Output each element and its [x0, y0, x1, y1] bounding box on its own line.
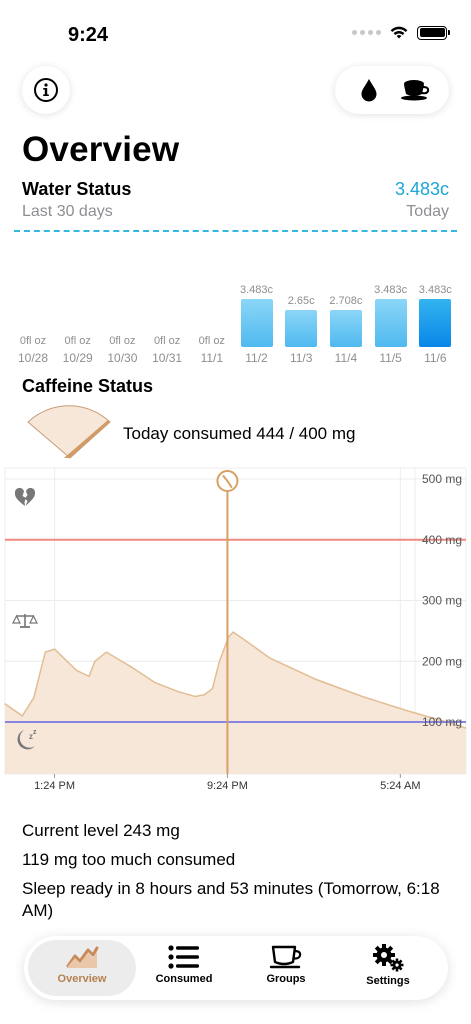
tab-settings[interactable]: Settings: [334, 940, 442, 996]
water-bar-fill: [329, 310, 362, 347]
status-time: 9:24: [68, 24, 109, 46]
tab-settings-label: Settings: [366, 975, 410, 987]
y-tick-label: 500 mg: [422, 472, 462, 486]
water-bar-date: 10/28: [17, 351, 49, 365]
now-clock-hands: [222, 475, 233, 488]
too-much-text: 119 mg too much consumed: [22, 850, 236, 869]
water-bar-10-28[interactable]: 0fl oz 10/28: [14, 335, 52, 365]
water-bar-value: 3.483c: [239, 284, 274, 296]
gears-icon: [373, 944, 404, 972]
x-tick-label: 9:24 PM: [207, 780, 248, 792]
water-bar-value: 0fl oz: [109, 335, 136, 347]
quick-add-pill: [335, 66, 449, 114]
water-bar-11-2[interactable]: 3.483c 11/2: [238, 284, 276, 365]
x-tick-label: 5:24 AM: [380, 780, 420, 792]
water-bar-value: 2.65c: [287, 295, 315, 307]
status-bar: 9:24: [0, 0, 471, 60]
water-bar-date: 11/1: [200, 351, 224, 365]
water-bar-11-3[interactable]: 2.65c 11/3: [282, 295, 320, 365]
water-bar-date: 10/29: [62, 351, 93, 365]
water-bar-date: 11/4: [334, 351, 358, 365]
svg-text:z: z: [33, 729, 37, 736]
water-bar-value: 3.483c: [374, 284, 408, 296]
tab-bar: Overview Consumed Groups: [24, 936, 448, 1000]
tab-consumed-label: Consumed: [155, 973, 213, 985]
caffeine-line: [4, 631, 467, 729]
wifi-icon: [390, 26, 408, 39]
water-status-subtitle: Last 30 days: [22, 203, 113, 220]
water-bar-fill: [419, 299, 452, 347]
water-bar-value: 0fl oz: [19, 335, 47, 347]
water-current-label: Today: [406, 203, 449, 220]
water-current-value: 3.483c: [394, 179, 449, 199]
tab-groups[interactable]: Groups: [232, 940, 340, 996]
y-tick-label: 400 mg: [422, 533, 462, 547]
water-bar-fill: [240, 299, 273, 347]
coffee-cup-icon: [400, 80, 429, 101]
y-tick-label: 200 mg: [422, 654, 462, 668]
tab-overview-label: Overview: [57, 973, 107, 985]
tab-consumed[interactable]: Consumed: [130, 940, 238, 996]
water-bar-11-4[interactable]: 2.708c 11/4: [327, 295, 365, 365]
sleep-ready-text: Sleep ready in 8 hours and 53 minutes (T…: [22, 879, 440, 920]
water-bar-value: 0fl oz: [198, 335, 225, 347]
x-tick-label: 1:24 PM: [34, 780, 75, 792]
balance-scale-icon: [12, 614, 38, 628]
water-bar-date: 11/2: [245, 351, 268, 365]
caffeine-status-title: Caffeine Status: [22, 376, 154, 396]
water-goal-line: [14, 230, 457, 232]
water-bar-10-30[interactable]: 0fl oz 10/30: [103, 335, 141, 365]
caffeine-area: [5, 632, 466, 774]
water-bar-value: 0fl oz: [64, 335, 91, 347]
water-bar-11-6[interactable]: 3.483c 11/6: [416, 284, 454, 365]
water-bar-11-1[interactable]: 0fl oz 11/1: [193, 335, 231, 365]
add-water-button[interactable]: [349, 70, 389, 110]
signal-dots-icon: [352, 30, 381, 35]
water-bar-date: 11/3: [289, 351, 313, 365]
water-status-title: Water Status: [22, 179, 132, 199]
water-bar-fill: [374, 299, 407, 347]
broken-heart-icon: [14, 487, 36, 506]
battery-icon: [417, 25, 450, 40]
water-bar-10-29[interactable]: 0fl oz 10/29: [59, 335, 97, 365]
water-bar-value: 3.483c: [418, 284, 452, 296]
caffeine-chart[interactable]: 500 mg 400 mg 300 mg 200 mg 100 mg 1:24 PM 9:2…: [0, 464, 471, 794]
cup-icon: [269, 945, 302, 969]
water-bar-11-5[interactable]: 3.483c 11/5: [372, 284, 410, 365]
page-title: Overview: [22, 130, 180, 169]
tab-overview[interactable]: Overview: [28, 940, 136, 996]
current-level-text: Current level 243 mg: [22, 821, 180, 840]
add-coffee-button[interactable]: [396, 70, 436, 110]
y-tick-label: 300 mg: [422, 594, 462, 608]
tab-groups-label: Groups: [266, 973, 306, 985]
caffeine-gauge-icon: [27, 405, 111, 459]
water-bar-value: 0fl oz: [153, 335, 181, 347]
water-bar-chart[interactable]: 0fl oz 10/28 0fl oz 10/29 0fl oz 10/30 0fl oz 1…: [14, 240, 459, 365]
y-tick-label: 100 mg: [422, 715, 462, 729]
info-button[interactable]: [22, 66, 70, 114]
water-bar-date: 11/5: [379, 351, 402, 365]
water-bar-date: 10/30: [107, 351, 138, 365]
svg-text:z: z: [29, 732, 33, 741]
list-icon: [168, 945, 199, 969]
water-bar-10-31[interactable]: 0fl oz 10/31: [148, 335, 186, 365]
water-drop-icon: [361, 79, 376, 102]
water-bar-value: 2.708c: [329, 295, 363, 307]
caffeine-stats: Current level 243 mg 119 mg too much con…: [22, 816, 452, 922]
water-bar-date: 11/6: [424, 351, 447, 365]
caffeine-consumed-text: Today consumed 444 / 400 mg: [123, 424, 356, 443]
water-bar-date: 10/31: [152, 351, 183, 365]
info-icon: [34, 78, 58, 102]
chart-line-icon: [66, 946, 99, 968]
water-bar-fill: [285, 310, 318, 347]
status-icons: [352, 25, 450, 40]
